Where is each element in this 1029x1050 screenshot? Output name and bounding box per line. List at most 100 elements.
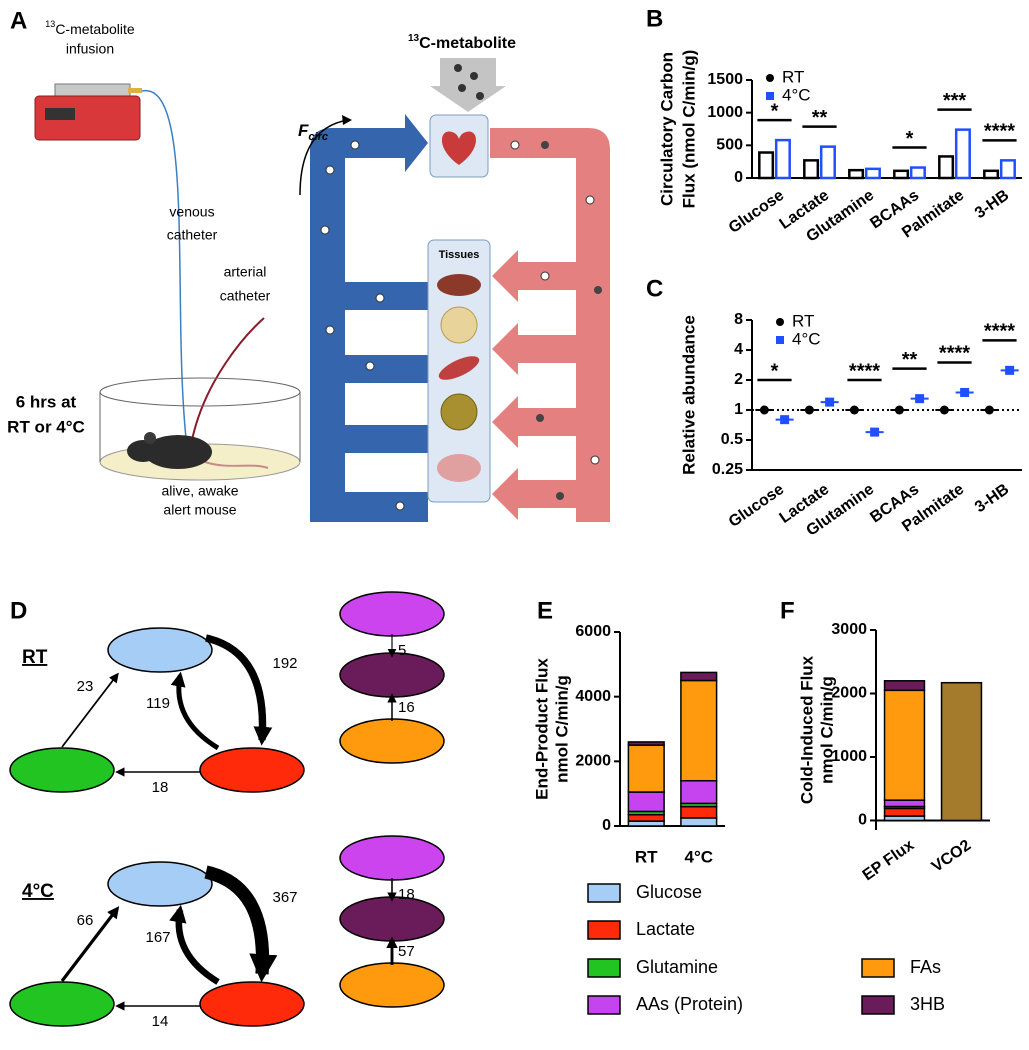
bar-segment	[883, 680, 926, 692]
panel-label: A	[10, 7, 27, 34]
flux-label: 57	[398, 943, 415, 960]
x-tick-label: Glucose	[726, 187, 788, 237]
dot	[540, 271, 550, 281]
bar-segment	[680, 671, 718, 682]
y-tick-label: 1500	[707, 71, 743, 88]
y-axis-label: Circulatory Carbon	[657, 52, 676, 206]
mouse-tail	[204, 461, 269, 469]
kidney	[437, 454, 481, 482]
legend-label: 4°C	[782, 85, 811, 104]
panel-label: B	[646, 5, 663, 32]
x-tick-label: 3-HB	[972, 481, 1012, 516]
bar-segment	[680, 679, 718, 782]
y-tick-label: 1000	[707, 104, 743, 121]
mouse-body	[144, 435, 212, 469]
dot	[984, 405, 994, 415]
flux-label: 167	[145, 929, 170, 946]
node	[107, 861, 213, 907]
arterial-flow	[490, 128, 610, 522]
venous-branch	[345, 355, 428, 383]
flux-label: 14	[152, 1013, 169, 1030]
dot	[320, 225, 330, 235]
dot	[510, 140, 520, 150]
dot	[894, 405, 904, 415]
dot	[365, 361, 375, 371]
circulation-diagram	[299, 58, 610, 522]
legend-swatch	[861, 995, 895, 1015]
panel-a-setup	[34, 83, 301, 481]
tissues-label: Tissues	[439, 249, 480, 261]
dot	[960, 387, 970, 397]
white-fat	[440, 306, 478, 344]
legend-symbol	[776, 318, 784, 326]
significance-label: *	[906, 128, 914, 150]
dot	[915, 394, 925, 404]
y-axis-label: nmol C/min/g	[817, 676, 836, 784]
y-tick-label: 0	[734, 169, 743, 186]
flux-arrow	[170, 671, 220, 751]
text: C-metabolite	[55, 21, 135, 37]
y-tick-label: 8	[734, 311, 743, 328]
y-tick-label: 4000	[575, 688, 611, 705]
significance-label: ****	[984, 121, 1015, 143]
flux-label: 66	[77, 912, 94, 929]
venous-flow	[310, 114, 428, 522]
node	[339, 652, 445, 698]
arterial-label: arterial	[224, 264, 267, 280]
dot	[804, 405, 814, 415]
text: F	[298, 121, 309, 140]
node	[199, 981, 305, 1027]
mouse-label: alert mouse	[163, 502, 236, 518]
dot	[470, 72, 478, 80]
dot	[780, 415, 790, 425]
significance-label: **	[902, 349, 918, 371]
venous-label: catheter	[167, 227, 218, 243]
legend-swatch	[587, 958, 621, 978]
flux-arrow	[204, 865, 278, 983]
flux-arrow	[60, 906, 120, 982]
bar	[909, 166, 926, 180]
arterial-branch	[492, 468, 576, 520]
panel-label: F	[780, 597, 795, 624]
node	[199, 747, 305, 793]
bar-segment	[627, 791, 665, 813]
legend-label: 4°C	[792, 329, 821, 348]
subscript: circ	[308, 131, 328, 143]
legend-label: RT	[792, 311, 814, 330]
node	[107, 627, 213, 673]
y-axis-label: End-Product Flux	[532, 658, 551, 800]
flux-label: 192	[272, 655, 297, 672]
panel-label: D	[10, 597, 27, 624]
dot	[825, 397, 835, 407]
legend-label: AAs (Protein)	[636, 994, 743, 1014]
fcirc-label: Fcirc	[298, 121, 328, 142]
legend-label: 3HB	[910, 994, 945, 1014]
syringe-tip	[128, 88, 142, 93]
condition-label: 6 hrs at	[16, 392, 77, 411]
bar	[819, 145, 836, 180]
legend-swatch	[861, 958, 895, 978]
y-tick-label: 2	[734, 371, 743, 388]
bar-segment	[940, 681, 983, 822]
superscript: 13	[408, 33, 420, 44]
bar	[864, 167, 881, 180]
dot	[556, 492, 564, 500]
y-tick-label: 6000	[575, 623, 611, 640]
significance-label: ****	[849, 360, 880, 382]
superscript: 13	[45, 19, 55, 29]
bar-segment	[883, 799, 926, 808]
arterial-tube	[191, 317, 265, 441]
dot	[325, 165, 335, 175]
heart	[441, 131, 477, 165]
fcirc-arrowhead	[342, 115, 352, 125]
bar	[774, 138, 791, 180]
bar-segment	[883, 689, 926, 801]
y-tick-label: 0.25	[712, 461, 743, 478]
dot	[395, 501, 405, 511]
y-tick-label: 0	[858, 812, 867, 829]
flux-label: 119	[146, 695, 170, 712]
venous-branch	[310, 492, 428, 522]
liver	[437, 274, 481, 296]
bar	[983, 169, 1000, 180]
